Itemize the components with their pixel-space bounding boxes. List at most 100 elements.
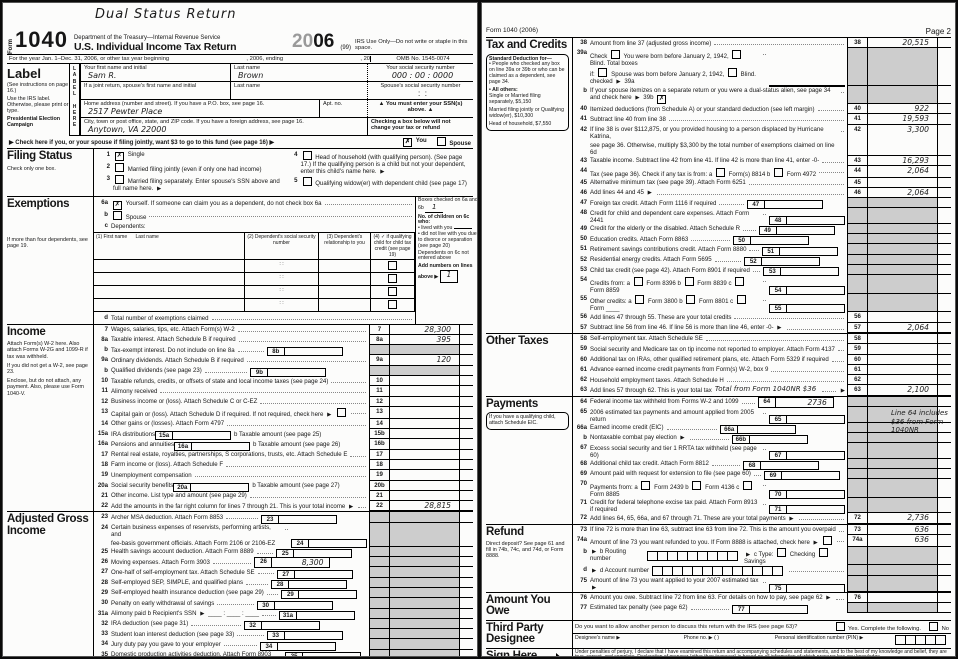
checkbox[interactable]: [610, 49, 620, 59]
checkbox[interactable]: [436, 137, 446, 146]
sub-amount-field[interactable]: [764, 200, 823, 210]
amount-field[interactable]: [389, 449, 459, 460]
amount-field[interactable]: [389, 608, 459, 619]
digit-boxes[interactable]: [646, 551, 738, 562]
campaign-spouse-checkbox[interactable]: Spouse: [435, 137, 471, 147]
amount-field[interactable]: [867, 565, 937, 576]
checkbox[interactable]: [388, 274, 397, 284]
checkbox[interactable]: [818, 548, 828, 558]
sub-amount-field[interactable]: [192, 441, 251, 451]
amount-field[interactable]: [867, 275, 937, 294]
sub-amount-field[interactable]: [750, 605, 809, 615]
amount-field[interactable]: [867, 333, 937, 345]
checkbox[interactable]: [633, 276, 643, 286]
amount-field[interactable]: [867, 575, 937, 592]
amount-field[interactable]: [389, 459, 459, 471]
checkbox-checked[interactable]: ✗: [115, 152, 124, 161]
dependent-relationship-field[interactable]: [318, 260, 370, 273]
total-exemptions-value[interactable]: 1: [439, 269, 458, 283]
sub-amount-field[interactable]: [781, 471, 840, 481]
spouse-last-field[interactable]: [234, 89, 364, 98]
amount-field[interactable]: [389, 587, 459, 599]
amount-field[interactable]: 2,736: [867, 513, 937, 524]
amount-field[interactable]: [389, 557, 460, 568]
sub-amount-field[interactable]: [787, 489, 845, 499]
amount-field[interactable]: [867, 85, 937, 105]
sub-amount-field[interactable]: [261, 621, 320, 631]
amount-field[interactable]: [867, 244, 938, 255]
sub-amount-field[interactable]: 2736: [775, 397, 834, 409]
third-party-yes-checkbox[interactable]: Yes. Complete the following.: [834, 621, 921, 632]
amount-field[interactable]: [389, 406, 459, 419]
sub-amount-field[interactable]: [284, 631, 343, 641]
amount-field[interactable]: [867, 48, 937, 86]
amount-field[interactable]: [389, 418, 459, 430]
checkbox[interactable]: [736, 295, 746, 305]
checkbox[interactable]: [302, 151, 312, 160]
sub-amount-field[interactable]: [309, 538, 367, 548]
amount-field[interactable]: [389, 376, 459, 387]
amount-field[interactable]: [867, 198, 938, 209]
checkbox[interactable]: [115, 175, 124, 184]
checkbox[interactable]: [835, 621, 845, 631]
designee-pin-boxes[interactable]: [890, 634, 951, 648]
dependent-ssn-field[interactable]: : :: [244, 299, 318, 312]
checkbox[interactable]: [732, 49, 742, 59]
amount-field[interactable]: 120: [389, 355, 459, 366]
dependent-relationship-field[interactable]: [318, 286, 370, 299]
dependent-name-field[interactable]: [94, 286, 244, 298]
amount-field[interactable]: [389, 522, 459, 547]
amount-field[interactable]: [867, 396, 938, 408]
checkbox[interactable]: [774, 167, 784, 177]
amount-field[interactable]: [867, 375, 937, 386]
amount-field[interactable]: [389, 365, 460, 377]
amount-field[interactable]: [867, 265, 937, 276]
sub-amount-field[interactable]: 8,300: [272, 557, 331, 569]
amount-field[interactable]: 922: [867, 104, 937, 115]
campaign-you-checkbox[interactable]: ✗ You: [403, 137, 427, 147]
checkbox[interactable]: [115, 163, 124, 172]
checkbox[interactable]: [823, 536, 833, 546]
amount-field[interactable]: [867, 354, 937, 365]
amount-field[interactable]: [389, 470, 459, 481]
filing-status-option-1[interactable]: 1 ✗ Single: [96, 151, 281, 161]
checkbox[interactable]: [302, 177, 312, 186]
checkbox[interactable]: [388, 261, 397, 271]
amount-field[interactable]: [389, 639, 459, 650]
dependent-relationship-field[interactable]: [318, 273, 370, 286]
amount-field[interactable]: 3,300: [867, 124, 937, 156]
amount-field[interactable]: [389, 598, 459, 609]
dependent-name-field[interactable]: [94, 273, 244, 285]
checkbox[interactable]: [113, 211, 122, 220]
sub-amount-field[interactable]: [279, 514, 338, 524]
amount-field[interactable]: [867, 602, 937, 614]
sub-amount-field[interactable]: [303, 652, 362, 656]
checkbox-checked[interactable]: ✗: [403, 137, 413, 147]
checkbox[interactable]: [388, 287, 397, 297]
digit-boxes[interactable]: [652, 565, 784, 576]
checkbox[interactable]: [742, 480, 752, 490]
amount-field[interactable]: [389, 429, 459, 440]
amount-field[interactable]: [389, 546, 459, 558]
sub-amount-field[interactable]: [274, 600, 333, 610]
amount-field[interactable]: 636: [867, 524, 937, 535]
amount-field[interactable]: [389, 629, 460, 640]
filing-status-option-5[interactable]: 5 Qualifying widow(er) with dependent ch…: [284, 177, 469, 187]
amount-field[interactable]: [389, 439, 459, 450]
sub-amount-field[interactable]: [787, 414, 845, 424]
sub-amount-field[interactable]: [299, 590, 358, 600]
last-name-field[interactable]: Brown: [238, 71, 264, 80]
amount-field[interactable]: 2,100: [867, 385, 937, 396]
filing-status-option-3[interactable]: 3 Married filing separately. Enter spous…: [96, 175, 281, 192]
amount-field[interactable]: [867, 458, 938, 469]
amount-field[interactable]: [867, 468, 937, 480]
designee-name-field[interactable]: Designee's name ▶: [575, 634, 621, 641]
amount-field[interactable]: [867, 293, 937, 313]
amount-field[interactable]: [867, 254, 938, 266]
checkbox[interactable]: [692, 480, 702, 490]
checkbox[interactable]: [686, 295, 696, 305]
amount-field[interactable]: 636: [867, 534, 937, 547]
amount-field[interactable]: 28,300: [389, 324, 459, 335]
dependent-relationship-field[interactable]: [318, 299, 370, 312]
sub-amount-field[interactable]: [173, 431, 232, 441]
